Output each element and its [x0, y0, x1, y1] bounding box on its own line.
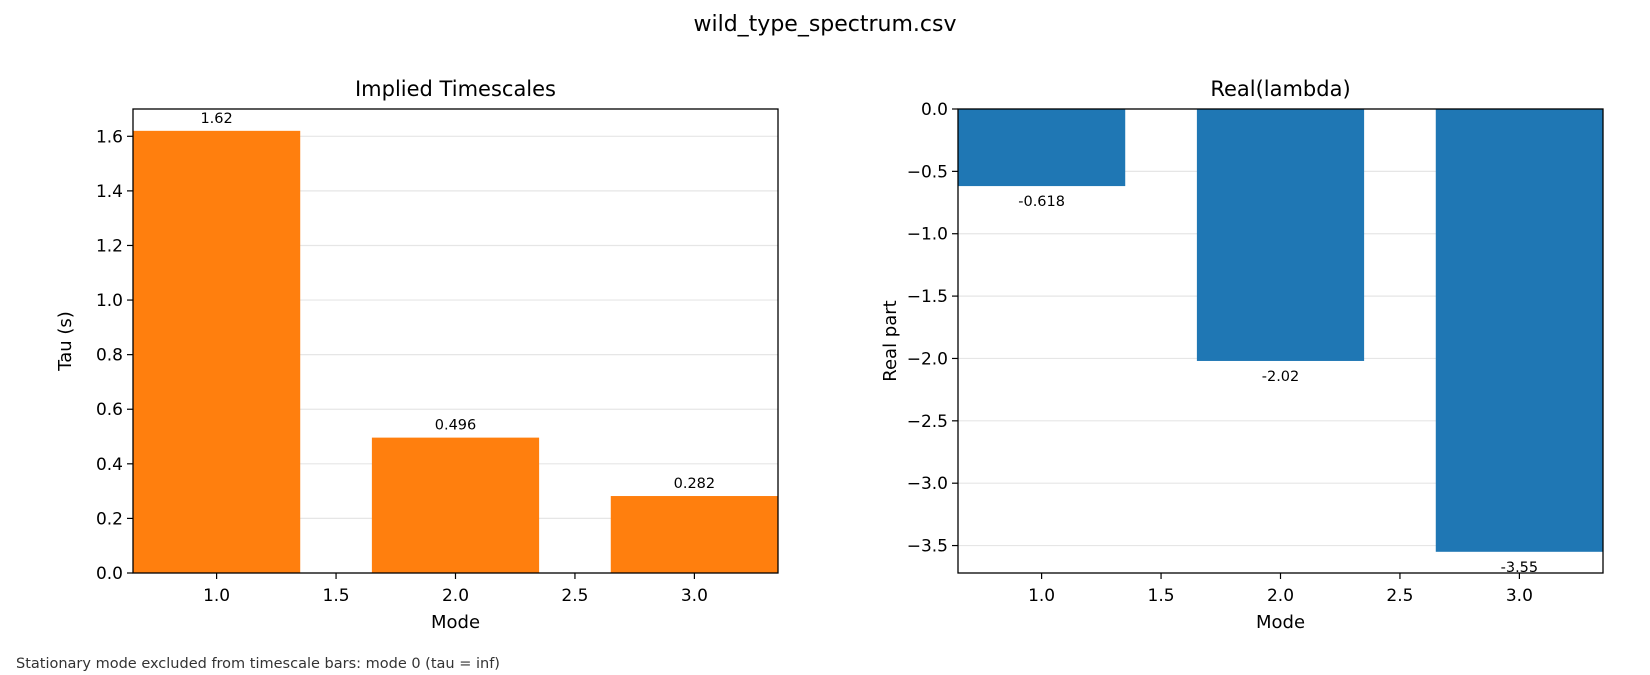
y-tick-label: 0.2 [96, 509, 123, 529]
y-tick-label: −3.5 [907, 537, 948, 557]
y-tick-label: 0.0 [96, 564, 123, 584]
y-tick-label: −3.0 [907, 474, 948, 494]
x-tick-label: 1.0 [203, 586, 230, 606]
bar-mode-3 [610, 496, 778, 573]
x-tick-label: 1.0 [1028, 586, 1055, 606]
figure-title: wild_type_spectrum.csv [693, 12, 956, 37]
y-tick-label: −0.5 [907, 162, 948, 182]
y-tick-label: −2.0 [907, 349, 948, 369]
x-tick-label: 2.0 [1267, 586, 1294, 606]
x-tick-label: 3.0 [681, 586, 708, 606]
y-tick-label: 1.4 [96, 182, 123, 202]
x-axis-label: Mode [1256, 612, 1305, 633]
x-tick-label: 3.0 [1506, 586, 1533, 606]
y-tick-label: −1.0 [907, 225, 948, 245]
chart-title: Implied Timescales [355, 77, 556, 101]
y-tick-label: 1.2 [96, 236, 123, 256]
y-axis-label: Real part [880, 300, 901, 381]
bar-mode-3 [1435, 109, 1603, 552]
data-label: -3.55 [1501, 560, 1539, 576]
data-label: -2.02 [1262, 369, 1300, 385]
bar-mode-1 [958, 109, 1126, 187]
timescales-chart: 1.62 0.496 0.282 0.0 0.2 0.4 0.6 0.8 1.0 1.2 1.4 1.… [55, 77, 779, 633]
footnote: Stationary mode excluded from timescale … [16, 656, 500, 672]
x-tick-label: 2.5 [561, 586, 588, 606]
x-tick-label: 2.0 [442, 586, 469, 606]
x-tick-label: 1.5 [1148, 586, 1175, 606]
data-label: 1.62 [200, 111, 232, 127]
bar-mode-2 [1196, 109, 1365, 361]
x-tick-label: 2.5 [1386, 586, 1413, 606]
bar-mode-1 [133, 130, 301, 573]
y-tick-label: 0.8 [96, 346, 123, 366]
data-label: 0.282 [674, 476, 716, 492]
y-axis-label: Tau (s) [55, 311, 76, 372]
bar-mode-2 [371, 437, 540, 573]
y-tick-label: 1.0 [96, 291, 123, 311]
eigenvalues-chart: -0.618 -2.02 -3.55 0.0 −0.5 −1.0 −1.5 −2.0 −2.5 −… [880, 77, 1604, 633]
x-tick-label: 1.5 [323, 586, 350, 606]
y-tick-label: 0.4 [96, 455, 123, 475]
x-axis-label: Mode [431, 612, 480, 633]
y-tick-label: 1.6 [96, 127, 123, 147]
chart-title: Real(lambda) [1210, 77, 1350, 101]
y-tick-label: 0.6 [96, 400, 123, 420]
data-label: -0.618 [1018, 194, 1065, 210]
data-label: 0.496 [435, 418, 477, 434]
y-tick-label: 0.0 [921, 100, 948, 120]
y-tick-label: −1.5 [907, 287, 948, 307]
y-tick-label: −2.5 [907, 412, 948, 432]
